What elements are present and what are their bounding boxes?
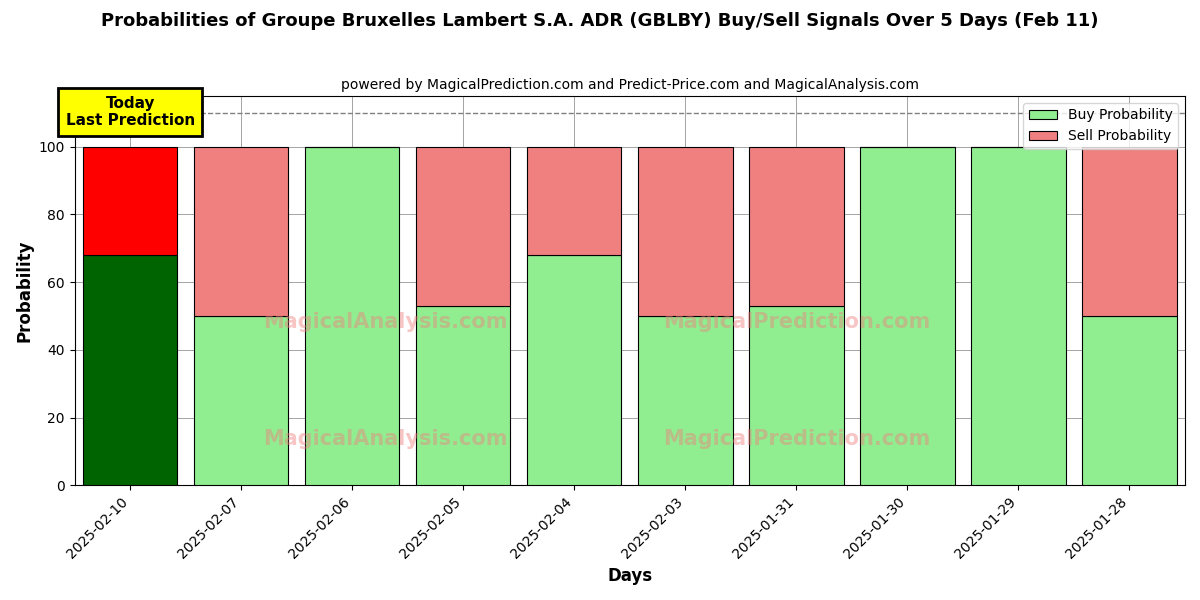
Text: MagicalPrediction.com: MagicalPrediction.com <box>662 428 930 449</box>
Bar <box>527 255 622 485</box>
Legend: Buy Probability, Sell Probability: Buy Probability, Sell Probability <box>1024 103 1178 149</box>
Bar <box>1082 316 1177 485</box>
Bar <box>971 147 1066 485</box>
Bar <box>749 147 844 306</box>
Bar <box>527 147 622 255</box>
Bar <box>416 147 510 306</box>
Text: Today
Last Prediction: Today Last Prediction <box>66 96 194 128</box>
Text: MagicalAnalysis.com: MagicalAnalysis.com <box>263 312 508 332</box>
Bar <box>83 147 178 255</box>
Bar <box>638 316 732 485</box>
Y-axis label: Probability: Probability <box>16 239 34 342</box>
Bar <box>860 147 955 485</box>
Title: powered by MagicalPrediction.com and Predict-Price.com and MagicalAnalysis.com: powered by MagicalPrediction.com and Pre… <box>341 78 919 92</box>
Bar <box>194 316 288 485</box>
Bar <box>305 147 400 485</box>
Text: MagicalPrediction.com: MagicalPrediction.com <box>662 312 930 332</box>
Bar <box>638 147 732 316</box>
Bar <box>416 306 510 485</box>
Bar <box>194 147 288 316</box>
Text: MagicalAnalysis.com: MagicalAnalysis.com <box>263 428 508 449</box>
Text: Probabilities of Groupe Bruxelles Lambert S.A. ADR (GBLBY) Buy/Sell Signals Over: Probabilities of Groupe Bruxelles Lamber… <box>101 12 1099 30</box>
Bar <box>83 255 178 485</box>
Bar <box>749 306 844 485</box>
Bar <box>1082 147 1177 316</box>
X-axis label: Days: Days <box>607 567 653 585</box>
